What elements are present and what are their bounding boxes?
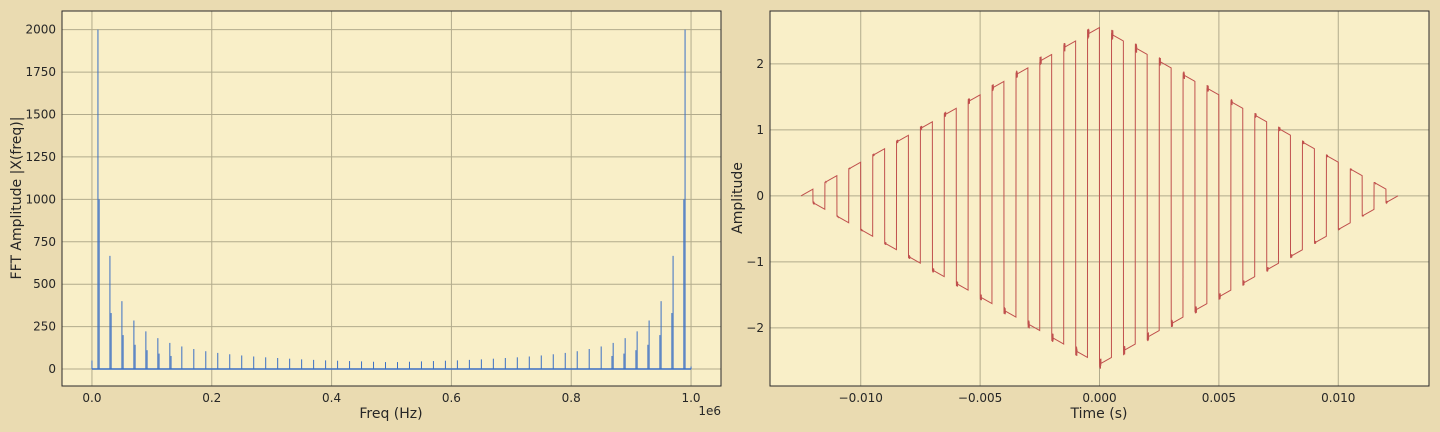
x-tick-label: 0.0 <box>82 391 101 405</box>
y-tick-label: 1000 <box>25 192 56 206</box>
x-tick-label: 0.000 <box>1082 391 1116 405</box>
x-tick-label: 0.005 <box>1202 391 1236 405</box>
x-tick-label: 0.4 <box>322 391 341 405</box>
y-tick-label: 0 <box>48 362 56 376</box>
y-tick-label: 1 <box>756 123 764 137</box>
y-tick-label: 500 <box>33 277 56 291</box>
x-tick-label: 1.0 <box>681 391 700 405</box>
signal-series <box>800 26 1399 369</box>
x-tick-label: 0.8 <box>562 391 581 405</box>
fft-amplitude-chart: 0.0 0.2 0.4 0.6 0.8 1.0 0 250 500 750 1000 1250 1500… <box>9 10 722 422</box>
fft-series <box>91 29 692 370</box>
signal-tick-labels: −0.010 −0.005 0.000 0.005 0.010 −2 −1 0 1 2 <box>746 57 1355 405</box>
fft-x-axis-label: Freq (Hz) <box>359 406 422 422</box>
y-tick-label: 1500 <box>25 108 56 122</box>
fft-x-offset-label: 1e6 <box>698 404 721 418</box>
fft-plot-area <box>62 11 721 386</box>
x-tick-label: 0.010 <box>1321 391 1355 405</box>
y-tick-label: −2 <box>746 321 764 335</box>
x-tick-label: 0.6 <box>442 391 461 405</box>
y-tick-label: −1 <box>746 255 764 269</box>
signal-x-axis-label: Time (s) <box>1070 406 1128 422</box>
y-tick-label: 2 <box>756 57 764 71</box>
fft-tick-labels: 0.0 0.2 0.4 0.6 0.8 1.0 0 250 500 750 1000 1250 1500… <box>25 23 700 405</box>
x-tick-label: −0.005 <box>958 391 1002 405</box>
fft-frame <box>61 10 722 387</box>
fft-y-axis-label: FFT Amplitude |X(freq)| <box>9 117 25 280</box>
x-tick-label: −0.010 <box>839 391 883 405</box>
signal-y-axis-label: Amplitude <box>730 162 746 234</box>
y-tick-label: 750 <box>33 235 56 249</box>
y-tick-label: 0 <box>756 189 764 203</box>
y-tick-label: 1750 <box>25 65 56 79</box>
signal-line <box>800 26 1399 369</box>
y-tick-label: 1250 <box>25 150 56 164</box>
time-signal-chart: −0.010 −0.005 0.000 0.005 0.010 −2 −1 0 1 2 Time … <box>730 10 1430 422</box>
y-tick-label: 2000 <box>25 23 56 37</box>
signal-frame <box>769 10 1430 387</box>
x-tick-label: 0.2 <box>202 391 221 405</box>
fft-grid <box>62 11 721 386</box>
y-tick-label: 250 <box>33 320 56 334</box>
